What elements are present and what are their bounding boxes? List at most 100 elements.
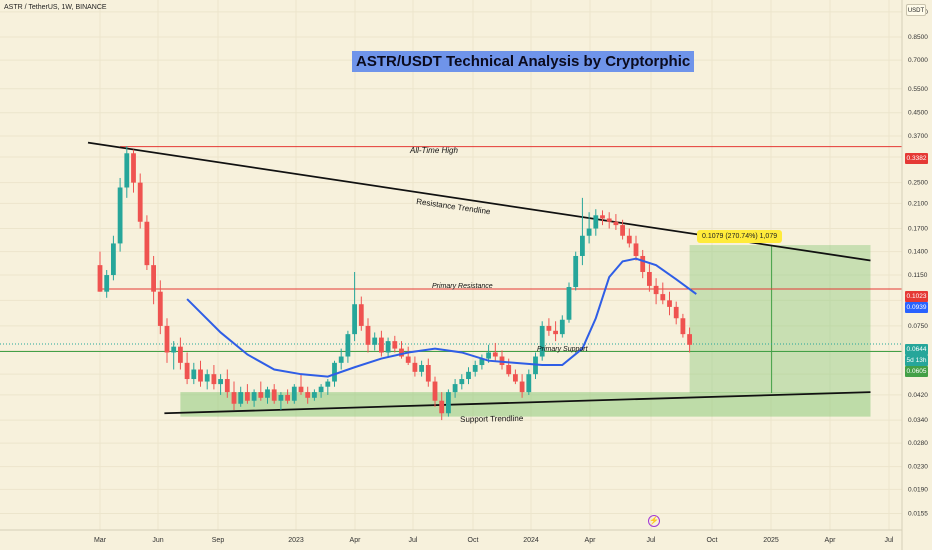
price-tag-countdown: 5d 13h [905, 355, 928, 366]
candlesticks [97, 146, 692, 421]
symbol-label: ASTR / TetherUS, 1W, BINANCE [4, 4, 107, 11]
candle-body [566, 287, 572, 320]
y-tick-label: 0.0190 [908, 486, 928, 493]
y-tick-label: 0.4500 [908, 110, 928, 117]
target-box [689, 245, 871, 393]
candle-body [97, 265, 103, 292]
candle-body [432, 381, 438, 401]
candle-body [385, 341, 391, 353]
candle-body [379, 337, 384, 353]
candle-body [318, 386, 324, 393]
candle-body [479, 358, 485, 366]
x-axis-ticks: Mar Jun Sep 2023 Apr Jul Oct 2024 Apr Jul Oct 2025 A… [94, 537, 894, 544]
lightning-icon[interactable]: ⚡ [648, 515, 660, 527]
y-tick-label: 0.0230 [908, 464, 928, 471]
candle-body [613, 221, 619, 226]
candle-body [392, 341, 398, 349]
candle-body [312, 392, 317, 398]
y-tick-label: 0.0280 [908, 440, 928, 447]
candle-body [459, 379, 465, 385]
candle-body [271, 389, 277, 401]
candle-body [211, 374, 217, 385]
y-tick-label: 0.3700 [908, 133, 928, 140]
candle-body [164, 325, 170, 353]
candle-body [238, 392, 244, 404]
y-tick-label: 0.1150 [908, 272, 928, 279]
candle-body [405, 356, 411, 363]
candle-body [224, 379, 230, 393]
candle-body [452, 384, 458, 393]
candle-body [419, 365, 424, 372]
candle-body [626, 235, 632, 244]
primary-support-label: Primary Support [537, 346, 588, 353]
ma-line [186, 257, 697, 378]
y-tick-label: 0.7000 [908, 57, 928, 64]
candle-body [258, 392, 264, 398]
currency-button[interactable]: USDT [906, 4, 926, 16]
y-tick-label: 0.2500 [908, 180, 928, 187]
candle-body [305, 392, 311, 398]
candle-body [546, 325, 552, 331]
price-tag-ma: 0.0939 [905, 302, 928, 313]
candle-body [285, 394, 290, 401]
candle-body [673, 306, 679, 319]
candle-body [204, 374, 210, 382]
candle-body [218, 379, 223, 385]
candle-body [446, 392, 451, 414]
candle-body [117, 187, 123, 244]
x-tick-label: 2023 [288, 537, 304, 544]
candle-body [667, 300, 672, 307]
candle-body [486, 352, 491, 359]
candle-body [600, 215, 605, 219]
candle-body [372, 337, 378, 345]
x-tick-label: 2024 [523, 537, 539, 544]
support-trendline-label: Support Trendline [460, 413, 524, 424]
candle-body [466, 371, 471, 380]
candle-body [573, 255, 579, 288]
candle-body [399, 348, 404, 357]
candle-body [439, 400, 445, 414]
candle-body [191, 369, 197, 380]
y-tick-label: 0.0420 [908, 392, 928, 399]
x-tick-label: Jul [409, 537, 418, 544]
candle-body [559, 319, 565, 335]
chart-title: ASTR/USDT Technical Analysis by Cryptorp… [352, 51, 695, 72]
candle-body [506, 365, 512, 375]
chart-grid [0, 0, 902, 530]
x-tick-label: Apr [585, 537, 597, 544]
horizontal-levels [0, 146, 902, 352]
price-tag-support: 0.0605 [905, 366, 928, 377]
primary-resistance-label: Primary Resistance [432, 283, 493, 290]
candle-body [137, 182, 143, 222]
y-tick-label: 0.0155 [908, 511, 928, 518]
candle-body [492, 352, 498, 357]
candle-body [157, 291, 163, 326]
measure-label: 0.1079 (270.74%) 1,079 [697, 230, 783, 243]
candle-body [472, 365, 478, 372]
x-tick-label: Apr [825, 537, 837, 544]
candle-body [633, 243, 639, 256]
x-tick-label: 2025 [763, 537, 779, 544]
candle-body [278, 394, 284, 401]
candle-body [412, 362, 418, 372]
x-tick-label: Jul [885, 537, 894, 544]
candle-body [111, 243, 116, 276]
candle-body [606, 218, 612, 222]
candle-body [338, 356, 344, 363]
moving-average [186, 257, 697, 378]
x-tick-label: Jul [647, 537, 656, 544]
y-tick-label: 0.0750 [908, 323, 928, 330]
chart-axes [0, 0, 903, 550]
candle-body [640, 255, 646, 272]
candle-body [131, 153, 136, 183]
price-tag-resistance: 0.1023 [905, 291, 928, 302]
y-tick-label: 0.1400 [908, 249, 928, 256]
price-tag-ath: 0.3382 [905, 153, 928, 164]
candle-body [365, 325, 371, 345]
price-tag-last: 0.0644 [905, 344, 928, 355]
candle-body [198, 369, 203, 382]
y-tick-label: 0.0340 [908, 417, 928, 424]
candle-body [687, 334, 692, 345]
candle-body [332, 362, 337, 382]
